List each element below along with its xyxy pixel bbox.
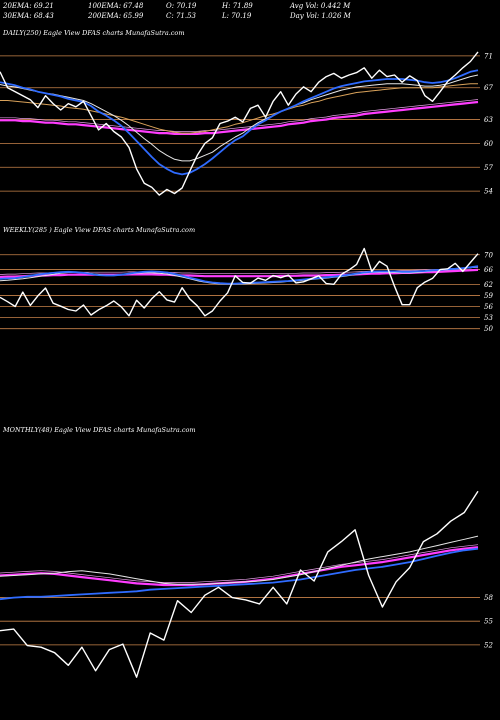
daily-ema-30-line — [0, 74, 479, 162]
daily-ema-20-line — [0, 69, 479, 176]
daily-magenta-band-line — [0, 99, 479, 132]
ema200-label: 200EMA: 65.99 — [88, 12, 144, 20]
daily-tick-label: 63 — [484, 116, 493, 124]
monthly-ema-light-line — [0, 535, 479, 585]
weekly-tick-label: 59 — [484, 292, 493, 300]
avg-vol-label: Avg Vol: 0.442 M — [290, 2, 351, 10]
weekly-ema-blue-line — [0, 265, 479, 285]
monthly-tick-label: 55 — [484, 618, 493, 626]
weekly-tick-label: 50 — [484, 325, 493, 333]
weekly-tick-label: 62 — [484, 281, 493, 289]
daily-tick-label: 71 — [484, 52, 493, 60]
weekly-tick-label: 53 — [484, 314, 493, 322]
close-label: C: 71.53 — [166, 12, 196, 20]
ema30-label: 30EMA: 68.43 — [3, 12, 54, 20]
daily-tick-label: 67 — [484, 84, 493, 92]
weekly-tick-label: 56 — [484, 303, 493, 311]
open-label: O: 70.19 — [166, 2, 197, 10]
monthly-magenta-band-line — [0, 544, 479, 583]
daily-panel-title: DAILY(250) Eagle View DFAS charts Munafa… — [3, 29, 185, 37]
weekly-tick-label: 66 — [484, 266, 493, 274]
daily-tick-label: 54 — [484, 188, 493, 196]
day-vol-label: Day Vol: 1.026 M — [290, 12, 351, 20]
ema-header: 20EMA: 69.21 100EMA: 67.48 O: 70.19 H: 7… — [0, 0, 500, 24]
ema20-label: 20EMA: 69.21 — [3, 2, 54, 10]
monthly-panel-title: MONTHLY(48) Eagle View DFAS charts Munaf… — [3, 426, 196, 434]
monthly-tick-label: 58 — [484, 594, 493, 602]
monthly-price-line — [0, 490, 479, 678]
weekly-price-line — [0, 247, 479, 317]
daily-tick-label: 57 — [484, 164, 493, 172]
monthly-tick-label: 52 — [484, 641, 493, 649]
weekly-tick-label: 70 — [484, 251, 493, 259]
daily-ema-200-line — [0, 100, 479, 135]
low-label: L: 70.19 — [222, 12, 252, 20]
monthly-ema-blue-line — [0, 547, 479, 601]
daily-tick-label: 60 — [484, 140, 493, 148]
ema100-label: 100EMA: 67.48 — [88, 2, 144, 10]
daily-price-line — [0, 51, 479, 196]
daily-ema-100-line — [0, 83, 478, 134]
high-label: H: 71.89 — [222, 2, 253, 10]
weekly-panel-title: WEEKLY(285 ) Eagle View DFAS charts Muna… — [3, 226, 196, 234]
